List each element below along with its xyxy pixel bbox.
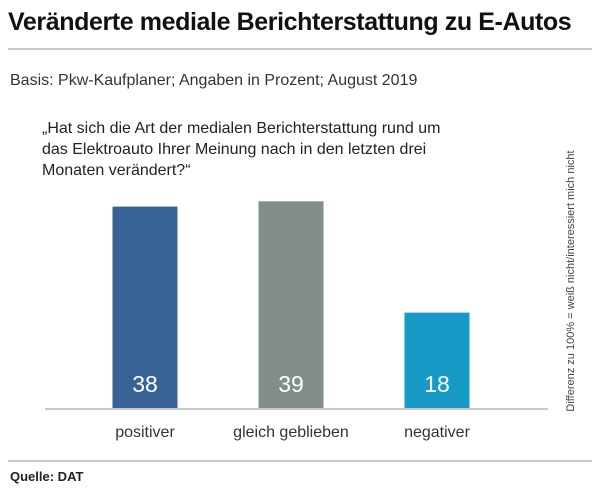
chart-subtitle: Basis: Pkw-Kaufplaner; Angaben in Prozen… [10, 72, 418, 89]
value-label-gleich-geblieben: 39 [278, 371, 304, 397]
chart-title: Veränderte mediale Berichterstattung zu … [8, 8, 572, 36]
bars-group: 38 positiver 39 gleich geblieben 18 negativer [112, 201, 471, 441]
category-label-gleich-geblieben: gleich geblieben [233, 424, 349, 441]
value-label-positiver: 38 [132, 371, 158, 397]
survey-question: „Hat sich die Art der medialen Berichter… [42, 120, 441, 179]
category-label-negativer: negativer [404, 424, 470, 441]
footer-divider [8, 460, 592, 462]
bar-gleich-geblieben [258, 201, 324, 408]
value-label-negativer: 18 [424, 371, 450, 397]
category-label-positiver: positiver [115, 424, 175, 441]
bar-negativer [404, 312, 470, 408]
source-note: Quelle: DAT [10, 469, 84, 484]
title-divider [8, 48, 592, 50]
bar-positiver [112, 206, 178, 408]
